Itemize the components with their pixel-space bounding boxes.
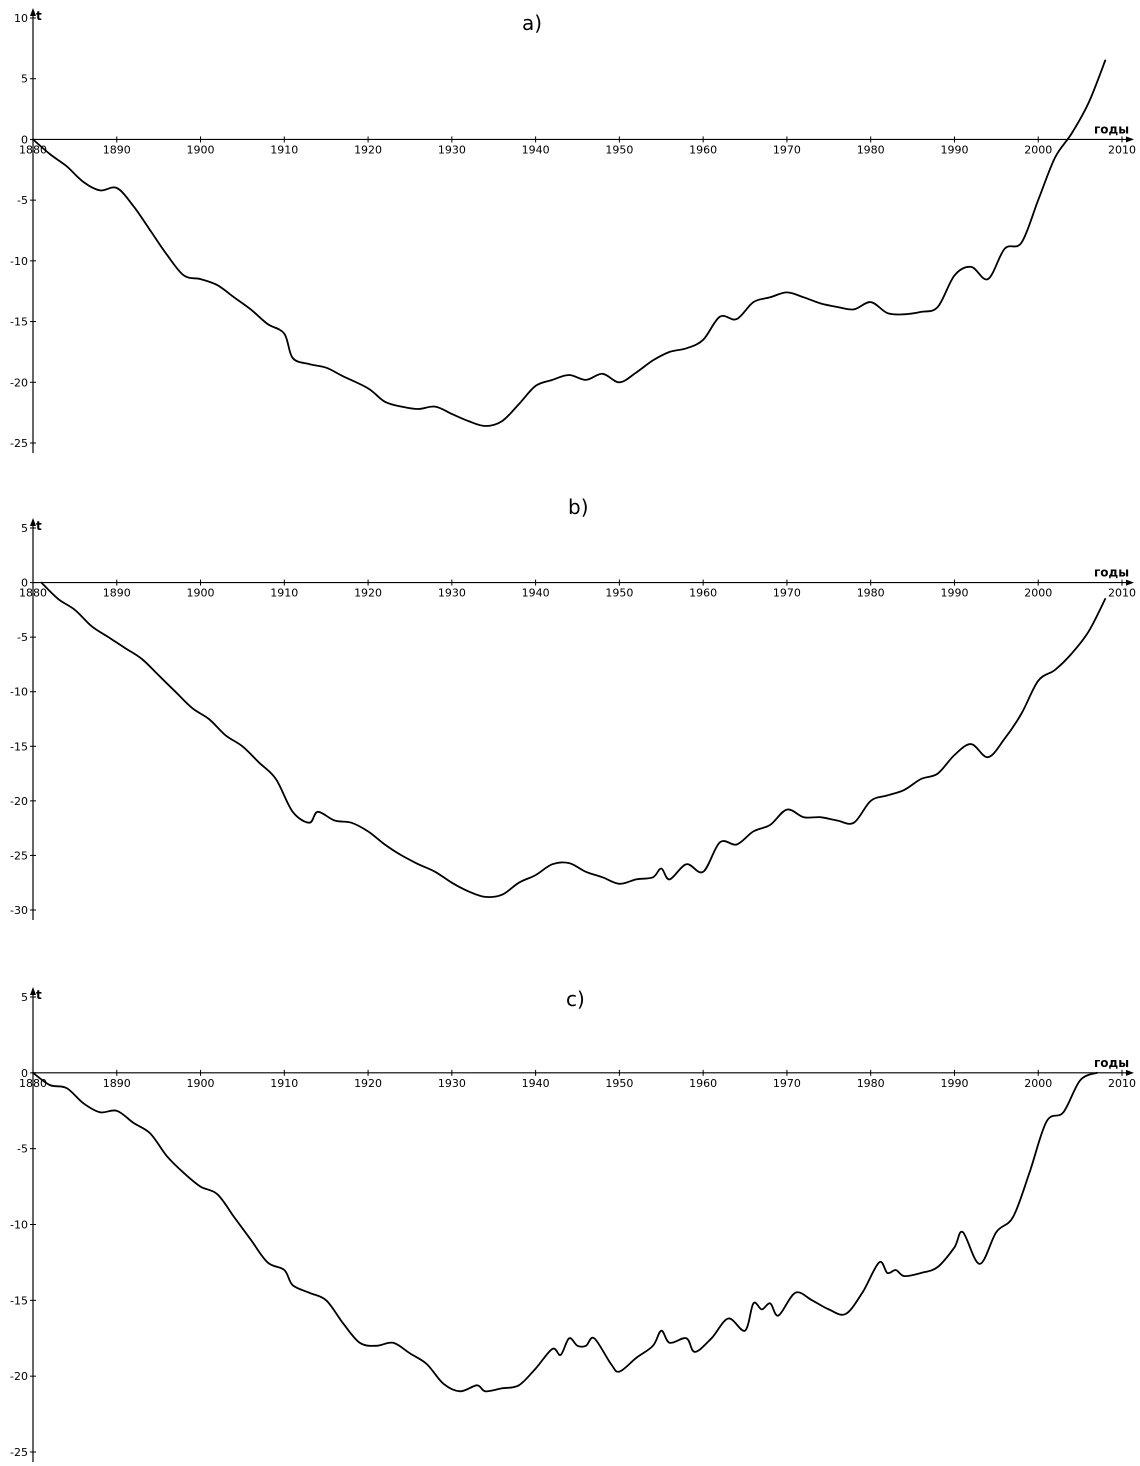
- y-tick-label: 0: [21, 577, 28, 590]
- x-tick-label: 1880: [19, 587, 47, 600]
- x-tick-label: 1960: [689, 1077, 717, 1090]
- y-tick-label: -25: [10, 849, 28, 862]
- y-tick-label: -20: [10, 1370, 28, 1383]
- panel-c: c) t годы 5 0 -5 -10 -15 -20 -25 1880 1890 1900 1910 1…: [10, 987, 1136, 1462]
- y-axis-label: t: [36, 988, 42, 1002]
- x-tick-label: 1970: [773, 587, 801, 600]
- series-line: [40, 581, 1107, 899]
- x-tick-label: 1900: [187, 587, 215, 600]
- y-tick-label: -10: [10, 686, 28, 699]
- x-tick-label: 1950: [605, 1077, 633, 1090]
- x-tick-label: 1890: [103, 587, 131, 600]
- x-tick-label: 1880: [19, 1077, 47, 1090]
- x-tick-label: 1920: [354, 1077, 382, 1090]
- x-tick-label: 1900: [187, 143, 215, 156]
- y-tick-label: -10: [10, 1219, 28, 1232]
- y-tick-label: 5: [21, 991, 28, 1004]
- y-tick-label: -25: [10, 1446, 28, 1459]
- x-axis-arrow-icon: [1126, 136, 1134, 143]
- x-tick-label: 1930: [438, 1077, 466, 1090]
- y-tick-label: -20: [10, 376, 28, 389]
- x-axis-label: годы: [1094, 122, 1129, 136]
- y-tick-label: -5: [17, 1143, 28, 1156]
- x-tick-label: 1980: [857, 143, 885, 156]
- x-tick-label: 1960: [689, 143, 717, 156]
- x-tick-label: 1980: [857, 1077, 885, 1090]
- x-tick-label: 2010: [1108, 143, 1136, 156]
- x-tick-label: 1980: [857, 587, 885, 600]
- y-tick-label: -25: [10, 437, 28, 450]
- x-tick-label: 1990: [940, 1077, 968, 1090]
- panel-b: b) t годы 5 0 -5 -10 -15 -20 -25 -30 1880 1890 1900 19…: [10, 495, 1136, 920]
- y-tick-label: -5: [17, 631, 28, 644]
- y-axis-arrow-icon: [30, 518, 36, 526]
- x-tick-label: 1970: [773, 143, 801, 156]
- panel-title: c): [566, 987, 585, 1011]
- y-tick-label: 5: [21, 73, 28, 86]
- panel-a: a) t годы 10 5 0 -5 -10 -15 -20 -25 1880 1890 1900 191…: [10, 8, 1136, 453]
- series-line: [32, 59, 1107, 427]
- x-tick-label: 1920: [354, 587, 382, 600]
- x-tick-label: 1950: [605, 587, 633, 600]
- x-tick-label: 1910: [270, 143, 298, 156]
- x-tick-label: 1910: [270, 1077, 298, 1090]
- y-tick-label: 10: [14, 12, 28, 25]
- y-tick-label: 5: [21, 522, 28, 535]
- y-tick-label: 0: [21, 1067, 28, 1080]
- x-axis-arrow-icon: [1126, 1069, 1134, 1076]
- x-axis-arrow-icon: [1126, 579, 1134, 586]
- x-tick-label: 1960: [689, 587, 717, 600]
- series-line: [32, 1071, 1098, 1393]
- x-tick-label: 2000: [1024, 587, 1052, 600]
- y-tick-label: -30: [10, 904, 28, 917]
- x-tick-label: 2000: [1024, 143, 1052, 156]
- x-tick-label: 1910: [270, 587, 298, 600]
- x-tick-label: 1880: [19, 143, 47, 156]
- x-tick-label: 1940: [522, 143, 550, 156]
- x-tick-label: 2010: [1108, 587, 1136, 600]
- panel-title: b): [568, 495, 589, 519]
- y-axis-arrow-icon: [30, 987, 36, 995]
- x-tick-label: 1950: [605, 143, 633, 156]
- y-tick-label: -15: [10, 740, 28, 753]
- x-tick-label: 1930: [438, 587, 466, 600]
- y-tick-label: -5: [17, 194, 28, 207]
- x-tick-label: 1890: [103, 143, 131, 156]
- x-tick-label: 1900: [187, 1077, 215, 1090]
- x-tick-label: 1940: [522, 587, 550, 600]
- y-tick-label: -15: [10, 316, 28, 329]
- x-tick-label: 1970: [773, 1077, 801, 1090]
- x-axis-label: годы: [1094, 1056, 1129, 1070]
- x-tick-label: 1930: [438, 143, 466, 156]
- x-tick-label: 2010: [1108, 1077, 1136, 1090]
- x-tick-label: 1890: [103, 1077, 131, 1090]
- y-axis-label: t: [36, 9, 42, 23]
- x-tick-label: 2000: [1024, 1077, 1052, 1090]
- y-tick-label: 0: [21, 133, 28, 146]
- x-tick-label: 1990: [940, 143, 968, 156]
- y-tick-label: -15: [10, 1294, 28, 1307]
- y-axis-arrow-icon: [30, 8, 36, 16]
- y-axis-label: t: [36, 519, 42, 533]
- y-tick-label: -10: [10, 255, 28, 268]
- x-tick-label: 1920: [354, 143, 382, 156]
- x-tick-label: 1940: [522, 1077, 550, 1090]
- x-tick-label: 1990: [940, 587, 968, 600]
- x-axis-label: годы: [1094, 566, 1129, 580]
- panel-title: a): [522, 11, 542, 35]
- y-tick-label: -20: [10, 795, 28, 808]
